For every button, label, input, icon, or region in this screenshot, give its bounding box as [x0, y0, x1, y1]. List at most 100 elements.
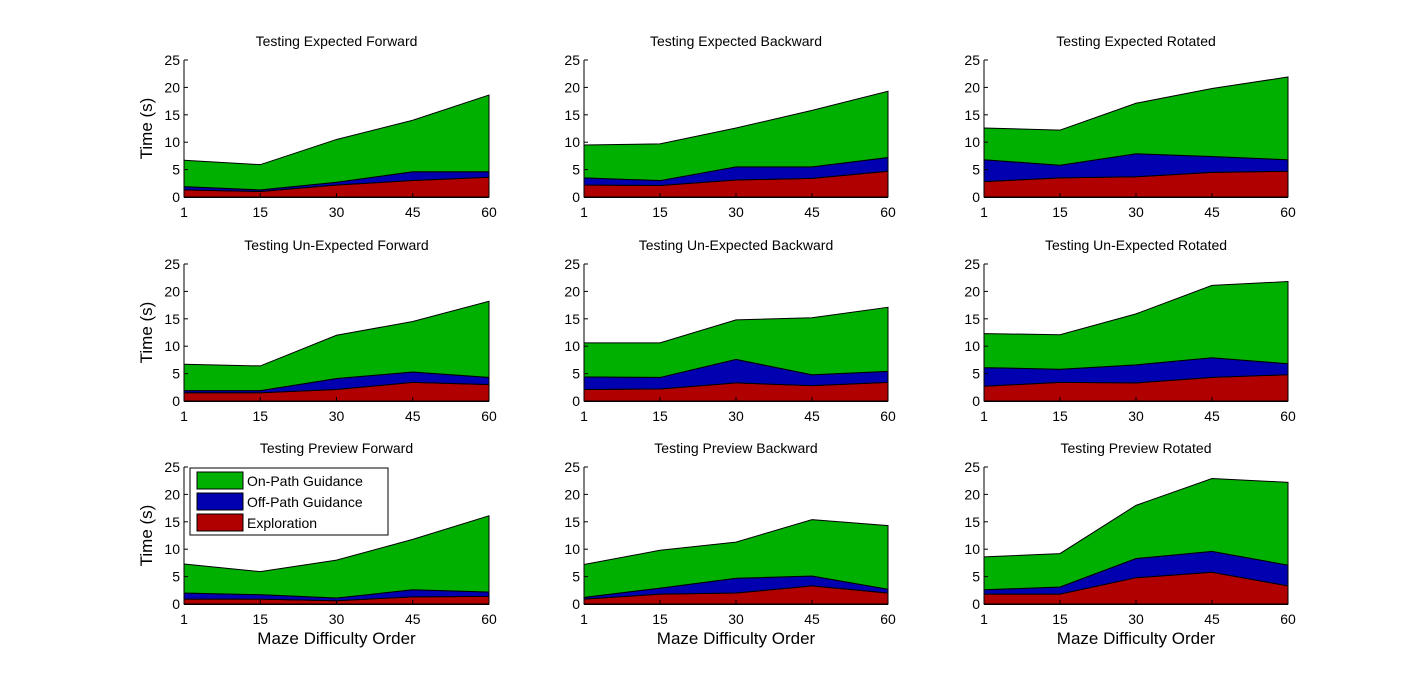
x-tick-label: 30 [728, 611, 744, 627]
subplot-6: 0 5 10 15 20 25 1 15 30 45 60 Testing Un-Expected R… [964, 237, 1296, 424]
area-on-path-guidance [983, 76, 1289, 166]
x-tick-label: 60 [1280, 611, 1296, 627]
area-on-path-guidance [183, 300, 490, 392]
y-tick-label: 10 [564, 134, 580, 150]
x-tick-label: 45 [1204, 611, 1220, 627]
subplot-title: Testing Preview Rotated [1061, 440, 1212, 456]
x-tick-label: 15 [652, 408, 668, 424]
y-tick-label: 0 [972, 189, 980, 205]
x-tick-label: 45 [405, 204, 421, 220]
y-tick-label: 25 [964, 256, 980, 272]
y-tick-label: 25 [164, 256, 180, 272]
y-tick-label: 20 [964, 486, 980, 502]
x-tick-label: 30 [329, 204, 345, 220]
x-tick-label: 15 [1052, 408, 1068, 424]
y-tick-label: 5 [972, 366, 980, 382]
x-tick-label: 60 [880, 204, 896, 220]
y-tick-label: 10 [964, 338, 980, 354]
y-tick-label: 10 [164, 134, 180, 150]
subplot-title: Testing Preview Forward [260, 440, 413, 456]
y-tick-label: 0 [572, 596, 580, 612]
y-tick-label: 25 [564, 459, 580, 475]
y-tick-label: 25 [164, 52, 180, 68]
y-tick-label: 5 [172, 162, 180, 178]
x-tick-label: 15 [1052, 611, 1068, 627]
y-tick-label: 5 [572, 569, 580, 585]
y-tick-label: 25 [564, 256, 580, 272]
y-tick-label: 15 [164, 514, 180, 530]
x-tick-label: 60 [1280, 204, 1296, 220]
x-tick-label: 45 [804, 408, 820, 424]
y-tick-label: 20 [164, 79, 180, 95]
y-tick-label: 20 [964, 79, 980, 95]
y-tick-label: 15 [964, 514, 980, 530]
subplot-4: 0 5 10 15 20 25 1 15 30 45 60 Testing Un-Expected F… [137, 237, 497, 424]
x-tick-label: 45 [804, 611, 820, 627]
area-on-path-guidance [583, 90, 889, 182]
y-tick-label: 0 [972, 393, 980, 409]
y-tick-label: 5 [972, 162, 980, 178]
x-tick-label: 60 [880, 408, 896, 424]
y-tick-label: 10 [164, 338, 180, 354]
y-axis-label: Time (s) [137, 302, 156, 364]
y-axis-label: Time (s) [137, 505, 156, 567]
legend-label: Off-Path Guidance [247, 494, 363, 510]
y-tick-label: 20 [164, 283, 180, 299]
y-tick-label: 20 [564, 283, 580, 299]
y-tick-label: 5 [172, 366, 180, 382]
x-tick-label: 1 [980, 204, 988, 220]
x-tick-label: 30 [728, 204, 744, 220]
x-tick-label: 60 [481, 611, 497, 627]
x-tick-label: 30 [728, 408, 744, 424]
x-tick-label: 60 [1280, 408, 1296, 424]
y-tick-label: 15 [164, 107, 180, 123]
subplot-1: 0 5 10 15 20 25 1 15 30 45 60 Testing Expected Forw… [137, 33, 497, 220]
x-tick-label: 30 [1128, 611, 1144, 627]
x-tick-label: 1 [980, 611, 988, 627]
y-tick-label: 0 [972, 596, 980, 612]
y-tick-label: 10 [964, 541, 980, 557]
y-tick-label: 5 [572, 162, 580, 178]
x-tick-label: 15 [652, 204, 668, 220]
subplot-9: 0 5 10 15 20 25 1 15 30 45 60 Testing Preview Rotat… [964, 440, 1296, 648]
x-tick-label: 45 [405, 611, 421, 627]
legend-swatch [196, 471, 244, 490]
legend-label: On-Path Guidance [247, 473, 363, 489]
x-tick-label: 45 [1204, 204, 1220, 220]
x-tick-label: 45 [804, 204, 820, 220]
y-tick-label: 20 [564, 79, 580, 95]
y-tick-label: 0 [172, 189, 180, 205]
x-tick-label: 60 [880, 611, 896, 627]
x-tick-label: 60 [481, 204, 497, 220]
y-tick-label: 25 [964, 52, 980, 68]
y-tick-label: 10 [164, 541, 180, 557]
x-tick-label: 30 [1128, 204, 1144, 220]
area-on-path-guidance [183, 94, 490, 191]
x-tick-label: 1 [580, 611, 588, 627]
legend-swatch [196, 492, 244, 511]
y-tick-label: 5 [572, 366, 580, 382]
x-axis-label: Maze Difficulty Order [257, 629, 416, 648]
subplot-title: Testing Un-Expected Backward [639, 237, 834, 253]
y-tick-label: 10 [964, 134, 980, 150]
y-tick-label: 10 [564, 541, 580, 557]
x-tick-label: 30 [329, 611, 345, 627]
subplot-title: Testing Un-Expected Forward [244, 237, 428, 253]
y-tick-label: 15 [564, 514, 580, 530]
y-axis-label: Time (s) [137, 98, 156, 160]
x-axis-label: Maze Difficulty Order [1057, 629, 1216, 648]
subplot-7: 0 5 10 15 20 25 1 15 30 45 60 Testing Preview Forwa… [137, 440, 497, 648]
x-tick-label: 15 [652, 611, 668, 627]
y-tick-label: 20 [964, 283, 980, 299]
x-tick-label: 30 [1128, 408, 1144, 424]
subplot-3: 0 5 10 15 20 25 1 15 30 45 60 Testing Expected Rota… [964, 33, 1296, 220]
area-on-path-guidance [183, 515, 490, 599]
y-tick-label: 0 [172, 393, 180, 409]
y-tick-label: 20 [164, 486, 180, 502]
y-tick-label: 5 [972, 569, 980, 585]
x-tick-label: 1 [580, 408, 588, 424]
x-tick-label: 45 [405, 408, 421, 424]
y-tick-label: 20 [564, 486, 580, 502]
subplot-title: Testing Preview Backward [654, 440, 817, 456]
